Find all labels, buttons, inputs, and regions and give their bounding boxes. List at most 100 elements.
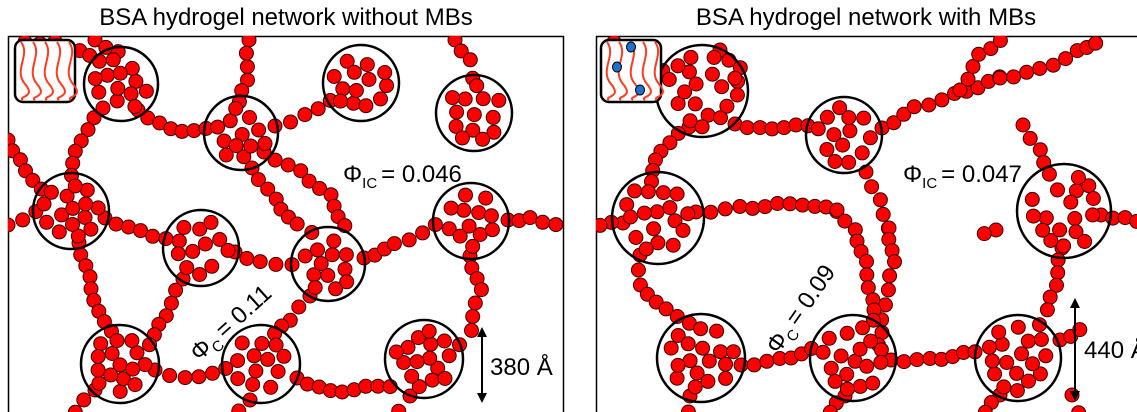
protein-bead <box>436 333 452 349</box>
protein-bead <box>373 91 388 107</box>
left-phi-ic-label: ΦIC = 0.046 <box>343 161 462 192</box>
protein-bead <box>421 323 437 339</box>
protein-bead <box>171 233 187 249</box>
protein-bead <box>623 209 638 225</box>
protein-bead <box>83 221 99 237</box>
protein-bead <box>441 221 457 237</box>
protein-bead <box>90 349 106 364</box>
protein-bead <box>1009 383 1025 399</box>
protein-bead <box>110 80 126 96</box>
protein-bead <box>628 230 644 245</box>
protein-bead <box>210 119 226 135</box>
protein-bead <box>667 213 683 229</box>
protein-bead <box>769 196 785 211</box>
protein-bead <box>727 70 743 86</box>
protein-bead <box>718 356 733 372</box>
protein-bead <box>983 41 999 57</box>
protein-bead <box>411 379 427 395</box>
protein-bead <box>872 192 888 208</box>
protein-bead <box>921 97 937 113</box>
protein-bead <box>491 92 507 108</box>
protein-bead <box>238 45 254 61</box>
right-phi-c-label: ΦC= 0.09 <box>761 260 845 361</box>
protein-bead <box>328 281 344 297</box>
protein-bead <box>1049 277 1064 293</box>
protein-bead <box>51 224 67 240</box>
protein-bead <box>437 371 453 386</box>
protein-bead <box>465 122 481 138</box>
protein-bead <box>475 131 491 147</box>
protein-bead <box>1064 387 1080 403</box>
protein-bead <box>882 268 898 284</box>
protein-bead <box>125 361 141 377</box>
cluster-circle <box>289 225 367 303</box>
protein-bead <box>675 222 691 238</box>
protein-bead <box>39 214 55 230</box>
protein-bead <box>522 210 538 226</box>
protein-bead <box>661 72 677 87</box>
protein-bead <box>458 187 473 203</box>
protein-bead <box>992 70 1008 86</box>
protein-bead <box>176 220 192 235</box>
protein-bead <box>257 136 273 151</box>
protein-bead <box>301 173 317 189</box>
protein-bead <box>1032 366 1048 382</box>
protein-bead <box>1025 208 1041 224</box>
left-panel-title: BSA hydrogel network without MBs <box>99 4 473 31</box>
protein-bead <box>683 49 699 65</box>
protein-bead <box>486 124 502 140</box>
protein-bead <box>162 368 178 383</box>
right-fiber-inset-icon <box>599 38 664 104</box>
protein-bead <box>1035 222 1051 238</box>
fiber-line <box>67 41 78 101</box>
protein-bead <box>681 64 697 80</box>
fiber-line <box>617 41 628 101</box>
protein-bead <box>452 228 468 244</box>
protein-bead <box>852 341 868 357</box>
protein-bead <box>627 183 643 199</box>
protein-bead <box>1038 348 1054 364</box>
protein-bead <box>220 242 236 258</box>
protein-bead <box>649 204 665 220</box>
protein-bead <box>1043 233 1059 248</box>
cluster-circle <box>220 323 302 405</box>
protein-bead <box>887 254 902 270</box>
protein-bead <box>782 196 798 212</box>
protein-bead <box>906 99 922 115</box>
protein-bead <box>713 110 728 126</box>
protein-bead <box>254 336 270 351</box>
protein-bead <box>409 354 425 370</box>
protein-bead <box>76 392 92 408</box>
protein-bead <box>109 333 125 349</box>
protein-bead <box>725 344 741 360</box>
protein-bead <box>291 299 307 315</box>
protein-bead <box>732 199 748 214</box>
protein-bead <box>93 336 109 352</box>
protein-bead <box>401 232 417 248</box>
protein-bead <box>680 404 696 412</box>
protein-bead <box>965 59 981 74</box>
protein-bead <box>745 200 761 216</box>
protein-bead <box>91 53 107 69</box>
protein-bead <box>388 344 404 360</box>
protein-bead <box>852 378 868 394</box>
protein-bead <box>976 226 992 242</box>
protein-bead <box>984 353 1000 369</box>
protein-bead <box>1019 64 1035 80</box>
protein-bead <box>662 200 678 216</box>
protein-bead <box>212 232 228 247</box>
protein-bead <box>192 221 208 237</box>
protein-bead <box>1014 346 1029 362</box>
protein-bead <box>815 344 831 360</box>
protein-bead <box>112 65 128 81</box>
protein-bead <box>105 52 121 68</box>
protein-bead <box>475 91 491 107</box>
protein-bead <box>682 113 698 129</box>
protein-bead <box>466 107 482 123</box>
protein-bead <box>859 254 874 269</box>
protein-bead <box>133 223 149 239</box>
protein-bead <box>326 233 342 249</box>
protein-bead <box>239 251 255 266</box>
protein-bead <box>630 262 646 278</box>
